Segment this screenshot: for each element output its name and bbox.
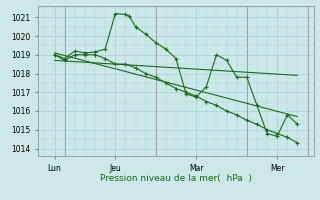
X-axis label: Pression niveau de la mer(  hPa  ): Pression niveau de la mer( hPa ) — [100, 174, 252, 183]
